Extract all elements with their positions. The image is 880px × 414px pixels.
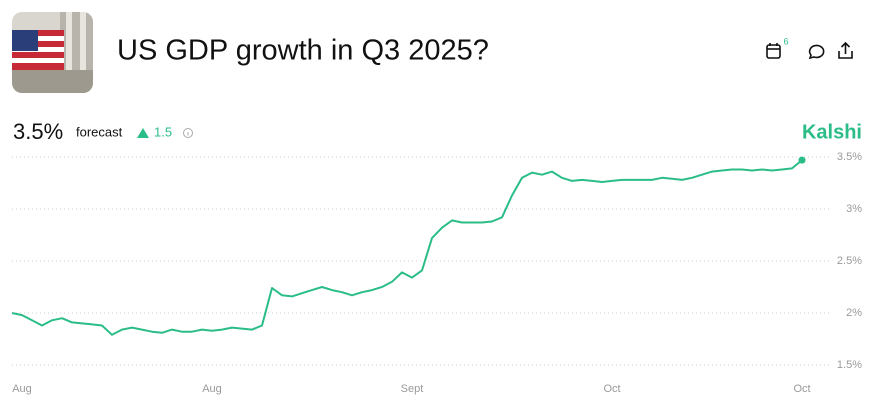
comment-button[interactable] (808, 44, 825, 60)
y-tick-label: 2.5% (837, 255, 862, 267)
forecast-value: 3.5% (13, 119, 63, 144)
x-tick-label: Oct (793, 383, 810, 395)
change-arrow (137, 128, 149, 138)
y-tick-label: 2% (846, 307, 862, 319)
chart: 1.5% 2% 2.5% 3% 3.5% Aug Aug Sept Oct Oct (11, 151, 862, 395)
market-image (12, 12, 93, 93)
calendar-button[interactable] (766, 43, 781, 59)
forecast-label: forecast (76, 124, 123, 139)
notification-badge: 6 (783, 36, 788, 46)
y-tick-label: 3% (846, 203, 862, 215)
toolbar (766, 41, 853, 60)
forecast-change: 1.5 (154, 124, 172, 139)
y-tick-label: 1.5% (837, 359, 862, 371)
line-series (11, 159, 803, 336)
x-tick-label: Oct (603, 383, 620, 395)
end-point (798, 156, 806, 164)
x-tick-label: Aug (202, 383, 222, 395)
info-icon[interactable] (183, 128, 193, 138)
y-tick-label: 3.5% (837, 151, 862, 163)
x-tick-label: Aug (12, 383, 32, 395)
share-button[interactable] (838, 41, 853, 59)
brand: Kalshi (802, 121, 862, 143)
x-tick-label: Sept (401, 383, 424, 395)
market-title: US GDP growth in Q3 2025? (117, 35, 489, 67)
